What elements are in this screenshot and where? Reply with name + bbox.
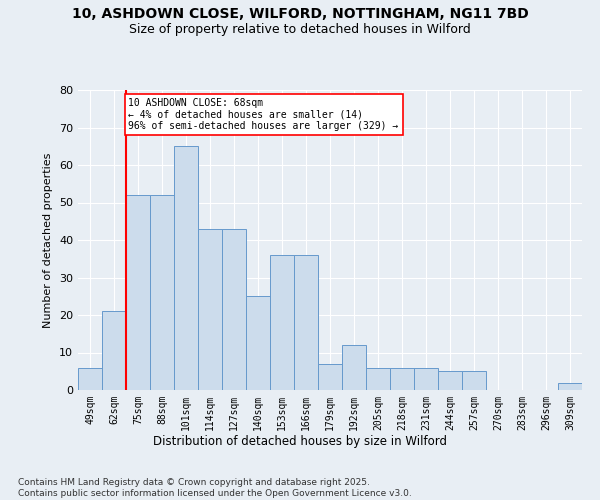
Bar: [174, 146, 198, 390]
Text: Contains HM Land Registry data © Crown copyright and database right 2025.
Contai: Contains HM Land Registry data © Crown c…: [18, 478, 412, 498]
Bar: [198, 229, 222, 390]
Text: 10 ASHDOWN CLOSE: 68sqm
← 4% of detached houses are smaller (14)
96% of semi-det: 10 ASHDOWN CLOSE: 68sqm ← 4% of detached…: [128, 98, 398, 130]
Text: Distribution of detached houses by size in Wilford: Distribution of detached houses by size …: [153, 435, 447, 448]
Bar: [294, 255, 318, 390]
Bar: [318, 364, 342, 390]
Text: 10, ASHDOWN CLOSE, WILFORD, NOTTINGHAM, NG11 7BD: 10, ASHDOWN CLOSE, WILFORD, NOTTINGHAM, …: [71, 8, 529, 22]
Bar: [126, 195, 150, 390]
Bar: [438, 371, 462, 390]
Bar: [78, 368, 102, 390]
Text: Size of property relative to detached houses in Wilford: Size of property relative to detached ho…: [129, 22, 471, 36]
Bar: [150, 195, 174, 390]
Bar: [246, 296, 270, 390]
Bar: [414, 368, 438, 390]
Bar: [558, 382, 582, 390]
Bar: [222, 229, 246, 390]
Bar: [462, 371, 486, 390]
Y-axis label: Number of detached properties: Number of detached properties: [43, 152, 53, 328]
Bar: [390, 368, 414, 390]
Bar: [342, 345, 366, 390]
Bar: [102, 311, 126, 390]
Bar: [366, 368, 390, 390]
Bar: [270, 255, 294, 390]
